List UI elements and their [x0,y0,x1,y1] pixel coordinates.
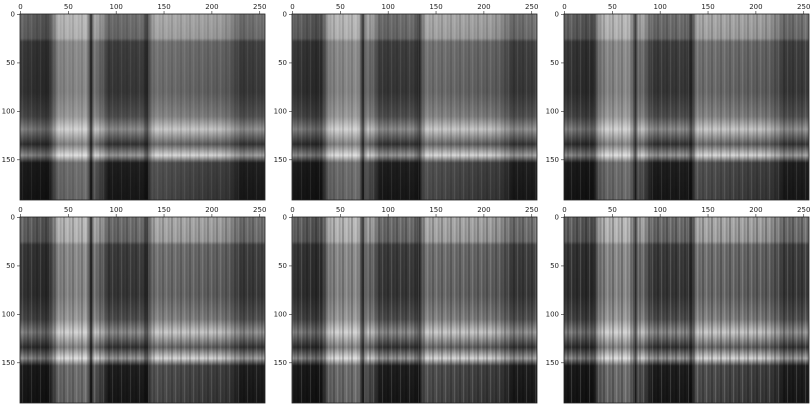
x-tick-label: 100 [653,206,666,214]
x-tick-label: 150 [157,3,170,11]
y-tick-label: 150 [2,359,15,367]
panel: 0 50 100 150 200 250 0 50 100 150 [2,3,267,200]
image-texture [292,217,537,403]
x-tick-label: 50 [336,3,345,11]
y-tick-label: 0 [11,10,15,18]
x-tick-label: 50 [64,206,73,214]
y-tick-label: 0 [555,10,559,18]
y-tick-label: 150 [2,156,15,164]
x-tick-label: 200 [477,206,490,214]
y-tick-label: 100 [274,310,287,318]
figure: 0501001502002500501001500501001502002500… [0,0,810,406]
image-texture [20,217,265,403]
y-tick-label: 50 [6,262,15,270]
x-tick-label: 100 [109,206,122,214]
x-tick-label: 250 [525,206,538,214]
panel: 0 50 100 150 200 250 0 50 100 150 [274,3,539,200]
y-tick-label: 150 [546,359,559,367]
y-tick-label: 100 [546,310,559,318]
x-tick-label: 50 [608,206,617,214]
y-tick-label: 150 [274,359,287,367]
x-tick-label: 100 [109,3,122,11]
x-tick-label: 200 [205,3,218,11]
image-texture [20,14,265,200]
y-tick-label: 100 [2,107,15,115]
y-tick-label: 100 [546,107,559,115]
x-tick-label: 100 [381,3,394,11]
image-texture [564,217,809,403]
panel: 0 50 100 150 200 250 0 50 100 150 [546,3,810,200]
panel: 0 50 100 150 200 250 0 50 100 150 [2,206,267,403]
x-tick-label: 200 [749,3,762,11]
x-tick-label: 200 [477,3,490,11]
y-tick-label: 50 [550,262,559,270]
y-tick-label: 100 [274,107,287,115]
x-tick-label: 50 [64,3,73,11]
y-tick-label: 150 [546,156,559,164]
x-tick-label: 100 [653,3,666,11]
panel: 0 50 100 150 200 250 0 50 100 150 [546,206,810,403]
x-tick-label: 0 [18,206,22,214]
x-tick-label: 150 [157,206,170,214]
y-tick-label: 0 [283,213,287,221]
image-texture [564,14,809,200]
x-tick-label: 0 [562,206,566,214]
y-tick-label: 50 [550,59,559,67]
x-tick-label: 0 [290,206,294,214]
y-tick-label: 50 [278,59,287,67]
x-tick-label: 50 [608,3,617,11]
y-tick-label: 150 [274,156,287,164]
x-tick-label: 150 [701,206,714,214]
x-tick-label: 250 [253,206,266,214]
y-tick-label: 0 [283,10,287,18]
y-tick-label: 0 [11,213,15,221]
x-tick-label: 250 [253,3,266,11]
x-tick-label: 0 [290,3,294,11]
y-tick-label: 50 [6,59,15,67]
x-tick-label: 150 [429,206,442,214]
panel: 0 50 100 150 200 250 0 50 100 150 [274,206,539,403]
x-tick-label: 250 [797,3,810,11]
x-tick-label: 50 [336,206,345,214]
x-tick-label: 200 [205,206,218,214]
y-tick-label: 0 [555,213,559,221]
y-tick-label: 50 [278,262,287,270]
y-tick-label: 100 [2,310,15,318]
x-tick-label: 150 [701,3,714,11]
x-tick-label: 250 [797,206,810,214]
x-tick-label: 250 [525,3,538,11]
x-tick-label: 150 [429,3,442,11]
image-texture [292,14,537,200]
x-tick-label: 0 [562,3,566,11]
x-tick-label: 100 [381,206,394,214]
x-tick-label: 0 [18,3,22,11]
x-tick-label: 200 [749,206,762,214]
